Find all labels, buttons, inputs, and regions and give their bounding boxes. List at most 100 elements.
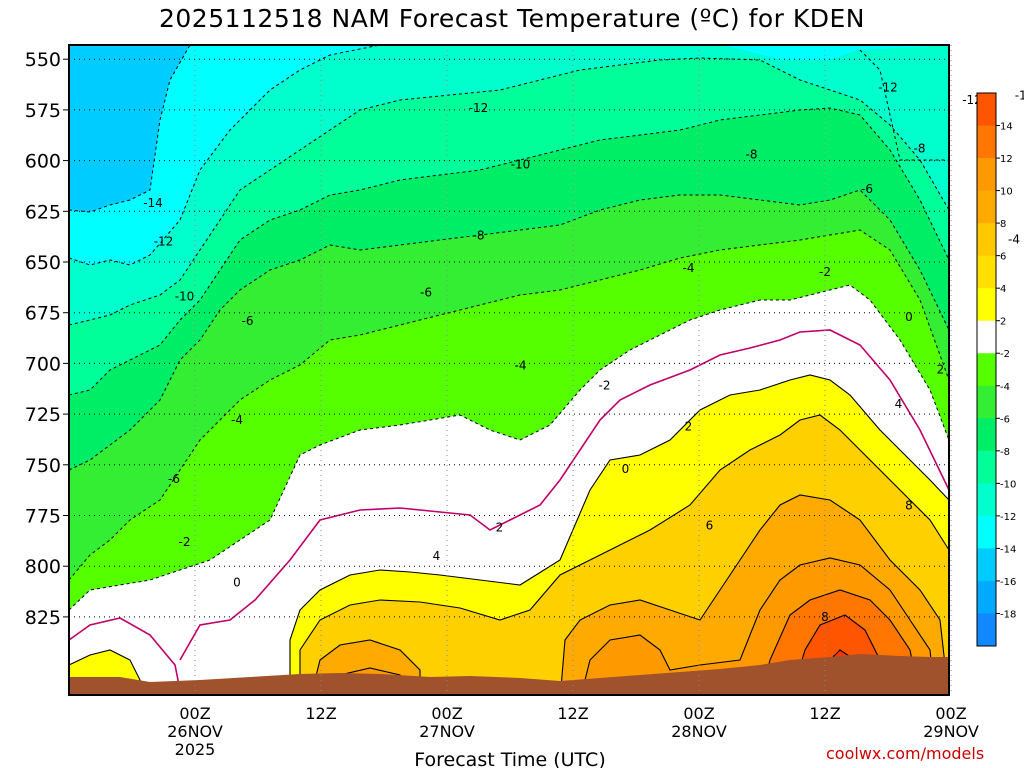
x-tick-label: 00Z <box>935 704 966 723</box>
x-tick-label: 28NOV <box>671 722 727 741</box>
y-tick-label: 800 <box>25 556 61 578</box>
x-tick-label: 27NOV <box>419 722 475 741</box>
terrain <box>69 654 949 695</box>
colorbar-swatch <box>977 483 996 517</box>
contour-label: 4 <box>433 549 441 563</box>
colorbar-frame <box>976 92 997 647</box>
y-tick-label: 625 <box>25 201 61 223</box>
grid-lines <box>69 45 952 695</box>
credit-text: coolwx.com/models <box>826 744 985 763</box>
contour-label: -12 <box>878 81 898 95</box>
colorbar-tick-label: 6 <box>1000 252 1006 263</box>
band-minus10-to-minus8 <box>69 58 949 395</box>
colorbar-swatch <box>977 418 996 452</box>
contour-label: -14 <box>143 196 163 210</box>
contour-lines <box>69 45 949 695</box>
colorbar-tick-label: 12 <box>1000 154 1013 165</box>
x-axis-title: Forecast Time (UTC) <box>414 749 605 768</box>
contour-label: -10 <box>511 158 531 172</box>
contour-label: -2 <box>599 379 611 393</box>
colorbar-swatch <box>977 320 996 354</box>
dashed-negative-contours <box>69 45 949 611</box>
contour-label: 2 <box>937 362 945 376</box>
x-tick-label: 12Z <box>809 704 840 723</box>
x-tick-label: 12Z <box>557 704 588 723</box>
contour-label: -4 <box>1008 233 1020 247</box>
contour-label: 0 <box>905 310 913 324</box>
contour-label: 8 <box>821 610 829 624</box>
contour-label: 2 <box>685 419 693 433</box>
x-tick-label: 29NOV <box>923 722 979 741</box>
contour-label: -6 <box>242 314 254 328</box>
y-tick-label: 725 <box>25 404 61 426</box>
colorbar-tick-label: 4 <box>1000 284 1006 295</box>
colorbar-swatch <box>977 190 996 224</box>
contour-label: 4 <box>895 397 903 411</box>
contour-label: 2 <box>496 521 504 535</box>
x-tick-label: 26NOV <box>167 722 223 741</box>
solid-positive-contours <box>69 374 949 695</box>
temperature-field <box>69 45 949 695</box>
y-tick-label: 775 <box>25 505 61 527</box>
band-minus12-to-minus10 <box>69 45 949 325</box>
colorbar-swatch <box>977 613 996 647</box>
colorbar: 14 12 10 8 6 4 2 -2 -4 -6 -8 -10 -12 -14 -16 -18 <box>976 92 1016 647</box>
y-tick-label: 650 <box>25 252 61 274</box>
colorbar-swatch <box>977 93 996 127</box>
colorbar-tick-label: -8 <box>1000 447 1010 458</box>
contour-label: -12 <box>469 101 489 115</box>
contour-label: -10 <box>175 289 195 303</box>
colorbar-swatch <box>977 548 996 582</box>
contour-label: -12 <box>154 235 174 249</box>
contour-label: -6 <box>861 182 873 196</box>
plot-frame <box>68 44 950 696</box>
colorbar-swatch <box>977 450 996 484</box>
band-minus8-to-minus6 <box>69 108 949 470</box>
colorbar-tick-label: 8 <box>1000 219 1006 230</box>
colorbar-swatch <box>977 353 996 387</box>
y-axis: 550 575 600 625 650 675 700 725 750 775 800 825 <box>25 49 69 629</box>
band-minus16-to-minus14 <box>69 45 949 212</box>
x-tick-label: 00Z <box>179 704 210 723</box>
y-tick-label: 700 <box>25 353 61 375</box>
y-tick-label: 600 <box>25 151 61 173</box>
colorbar-tick-label: -16 <box>1000 577 1016 588</box>
colorbar-swatch <box>977 158 996 192</box>
y-tick-label: 550 <box>25 49 61 71</box>
band-minus6-to-minus4 <box>69 190 949 580</box>
colorbar-tick-label: 14 <box>1000 122 1013 133</box>
colorbar-swatch <box>977 255 996 289</box>
contour-label: -2 <box>819 265 831 279</box>
colorbar-tick-label: -4 <box>1000 382 1010 393</box>
x-tick-label: 12Z <box>305 704 336 723</box>
colorbar-tick-label: -2 <box>1000 349 1010 360</box>
colorbar-swatch <box>977 288 996 322</box>
contour-labels: -12 -12 -10 -12 -10 -8 -8 -6 -4 -14 -12 -10 -8 -6 -6 -4… <box>143 81 1024 624</box>
colorbar-swatch <box>977 580 996 614</box>
colorbar-tick-label: 10 <box>1000 187 1013 198</box>
colorbar-tick-label: -14 <box>1000 544 1016 555</box>
colorbar-swatch <box>977 385 996 419</box>
contour-label: -6 <box>420 285 432 299</box>
y-tick-label: 825 <box>25 607 61 629</box>
contour-label: 0 <box>622 462 630 476</box>
colorbar-tick-label: -6 <box>1000 414 1010 425</box>
y-tick-label: 750 <box>25 455 61 477</box>
colorbar-tick-label: -12 <box>1000 512 1016 523</box>
colorbar-tick-label: -18 <box>1000 609 1016 620</box>
colorbar-tick-label: 2 <box>1000 317 1006 328</box>
contour-label: -8 <box>473 229 485 243</box>
contour-label: -4 <box>515 358 527 372</box>
y-tick-label: 675 <box>25 303 61 325</box>
x-tick-label: 00Z <box>431 704 462 723</box>
band-minus4-to-minus2 <box>69 230 949 610</box>
colorbar-swatch <box>977 125 996 159</box>
x-tick-label: 00Z <box>683 704 714 723</box>
x-tick-label: 2025 <box>175 740 216 759</box>
chart-title: 2025112518 NAM Forecast Temperature (ºC)… <box>158 4 866 33</box>
contour-label: -4 <box>231 413 243 427</box>
contour-label: -4 <box>683 261 695 275</box>
contour-label: -10 <box>1015 89 1024 103</box>
